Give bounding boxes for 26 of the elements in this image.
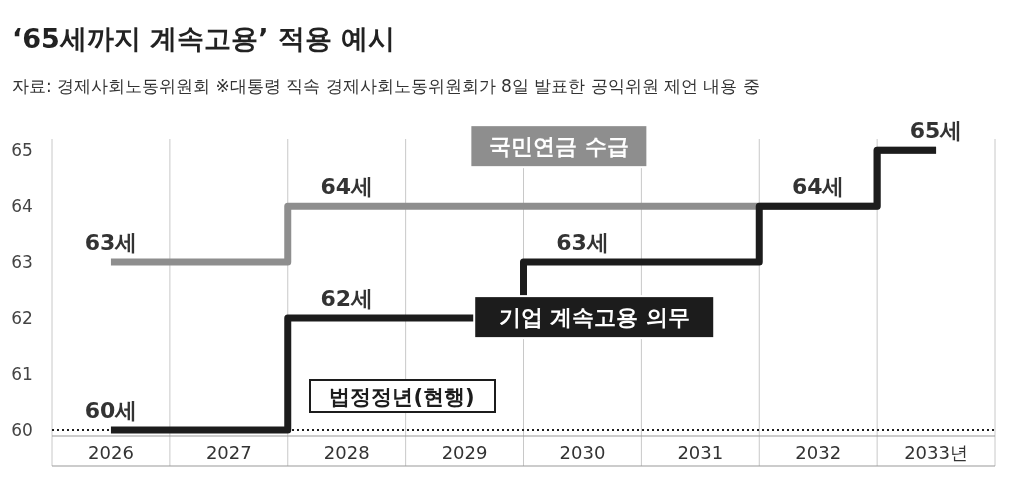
annotation: 60세 xyxy=(84,398,138,423)
x-tick-label: 2026 xyxy=(88,442,134,463)
y-tick-label: 61 xyxy=(11,364,33,385)
x-tick-label: 2027 xyxy=(205,442,252,463)
annotation: 62세 xyxy=(320,286,373,312)
annotation: 63세 xyxy=(556,230,609,256)
y-tick-label: 62 xyxy=(11,308,33,329)
y-tick-label: 63 xyxy=(11,252,33,273)
x-tick-label: 2033년 xyxy=(904,442,968,463)
y-tick-label: 64 xyxy=(11,196,33,217)
x-tick-label: 2032 xyxy=(795,442,842,463)
y-tick-label: 65 xyxy=(11,140,33,161)
x-tick-label: 2031 xyxy=(677,442,724,463)
series-label: 기업 계속고용 의무 xyxy=(498,305,690,331)
x-tick-label: 2028 xyxy=(323,442,370,463)
y-tick-label: 60 xyxy=(11,420,33,440)
annotation: 65세 xyxy=(909,118,963,144)
annotation: 63세 xyxy=(84,230,138,256)
annotation: 64세 xyxy=(320,174,373,200)
text: 국민연금 수급 xyxy=(489,134,629,160)
x-tick-label: 2029 xyxy=(441,442,488,463)
x-tick-label: 2030 xyxy=(559,442,606,463)
chart-title: ‘65세까지 계속고용’ 적용 예시 xyxy=(12,23,396,54)
ref-line-label: 법정정년(현행) xyxy=(329,385,475,409)
annotation: 64세 xyxy=(791,174,845,200)
chart-subtitle: 자료: 경제사회노동위원회 ※대통령 직속 경제사회노동위원회가 8일 발표한 공익위원 제언 내용 중 xyxy=(12,76,760,96)
